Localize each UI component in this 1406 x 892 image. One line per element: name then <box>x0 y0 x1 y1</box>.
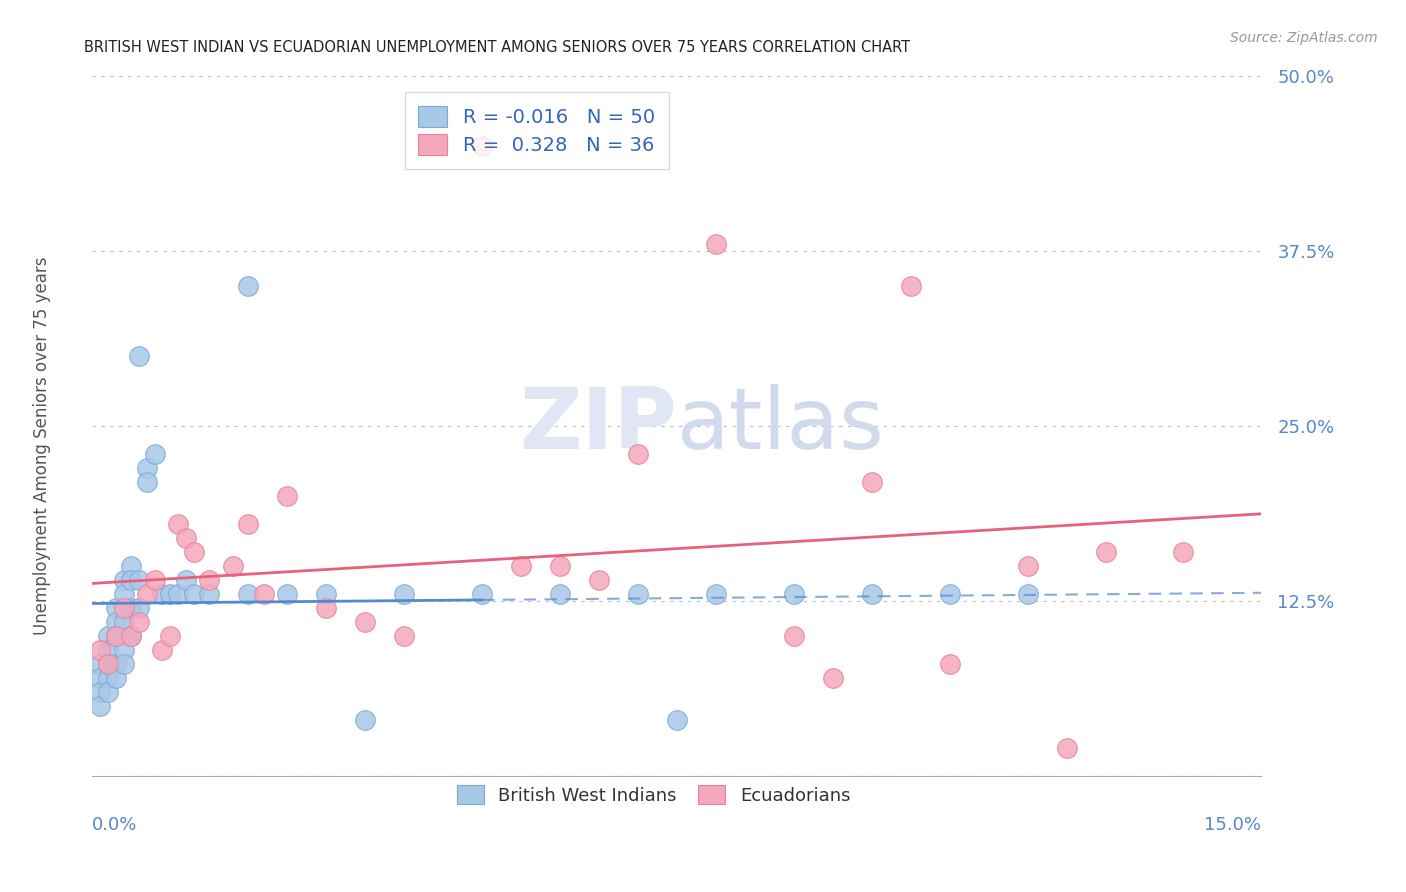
Text: BRITISH WEST INDIAN VS ECUADORIAN UNEMPLOYMENT AMONG SENIORS OVER 75 YEARS CORRE: BRITISH WEST INDIAN VS ECUADORIAN UNEMPL… <box>84 40 911 55</box>
Point <box>120 600 142 615</box>
Point <box>704 236 727 251</box>
Point <box>135 475 157 489</box>
Point <box>665 713 688 727</box>
Point <box>159 586 181 600</box>
Point <box>471 138 494 153</box>
Point <box>128 349 150 363</box>
Point <box>238 278 260 293</box>
Point <box>1173 544 1195 558</box>
Point <box>89 684 111 698</box>
Point <box>183 586 205 600</box>
Point <box>152 586 174 600</box>
Point <box>471 586 494 600</box>
Point <box>704 586 727 600</box>
Point <box>128 615 150 629</box>
Point <box>128 573 150 587</box>
Point <box>104 628 127 642</box>
Point <box>238 586 260 600</box>
Point <box>860 586 883 600</box>
Point <box>198 573 221 587</box>
Point <box>860 475 883 489</box>
Point <box>588 573 610 587</box>
Point <box>221 558 243 573</box>
Point <box>120 573 142 587</box>
Point <box>89 671 111 685</box>
Point <box>112 657 135 671</box>
Point <box>938 586 960 600</box>
Point <box>112 600 135 615</box>
Point <box>183 544 205 558</box>
Point <box>97 657 120 671</box>
Point <box>112 642 135 657</box>
Point <box>152 642 174 657</box>
Text: ZIP: ZIP <box>519 384 676 467</box>
Text: Source: ZipAtlas.com: Source: ZipAtlas.com <box>1230 31 1378 45</box>
Point <box>1056 740 1078 755</box>
Text: atlas: atlas <box>676 384 884 467</box>
Point <box>104 657 127 671</box>
Point <box>392 628 415 642</box>
Point <box>97 671 120 685</box>
Point <box>143 573 166 587</box>
Point <box>198 586 221 600</box>
Point <box>392 586 415 600</box>
Point <box>1017 558 1039 573</box>
Point <box>112 573 135 587</box>
Point <box>135 460 157 475</box>
Point <box>253 586 276 600</box>
Point <box>97 628 120 642</box>
Point <box>938 657 960 671</box>
Point <box>627 446 650 460</box>
Point <box>120 628 142 642</box>
Point <box>354 713 377 727</box>
Point <box>97 684 120 698</box>
Point <box>821 671 844 685</box>
Point <box>627 586 650 600</box>
Point <box>167 516 190 531</box>
Point <box>135 586 157 600</box>
Point <box>354 615 377 629</box>
Point <box>174 531 197 545</box>
Point <box>1017 586 1039 600</box>
Point <box>548 558 571 573</box>
Point <box>276 489 298 503</box>
Point <box>510 558 533 573</box>
Point <box>112 615 135 629</box>
Point <box>104 628 127 642</box>
Point <box>128 600 150 615</box>
Point <box>548 586 571 600</box>
Point <box>120 558 142 573</box>
Point <box>900 278 922 293</box>
Point <box>174 573 197 587</box>
Point <box>104 671 127 685</box>
Point <box>783 586 806 600</box>
Legend: British West Indians, Ecuadorians: British West Indians, Ecuadorians <box>446 774 862 815</box>
Point <box>104 600 127 615</box>
Point <box>159 628 181 642</box>
Point <box>315 586 337 600</box>
Point <box>97 642 120 657</box>
Point <box>97 657 120 671</box>
Point <box>112 586 135 600</box>
Text: 15.0%: 15.0% <box>1205 815 1261 834</box>
Point <box>89 657 111 671</box>
Point <box>120 628 142 642</box>
Point <box>89 698 111 713</box>
Text: Unemployment Among Seniors over 75 years: Unemployment Among Seniors over 75 years <box>34 257 51 635</box>
Point <box>276 586 298 600</box>
Point <box>167 586 190 600</box>
Point <box>783 628 806 642</box>
Text: 0.0%: 0.0% <box>93 815 138 834</box>
Point <box>1094 544 1116 558</box>
Point <box>143 446 166 460</box>
Point <box>315 600 337 615</box>
Point <box>238 516 260 531</box>
Point <box>89 642 111 657</box>
Point <box>104 615 127 629</box>
